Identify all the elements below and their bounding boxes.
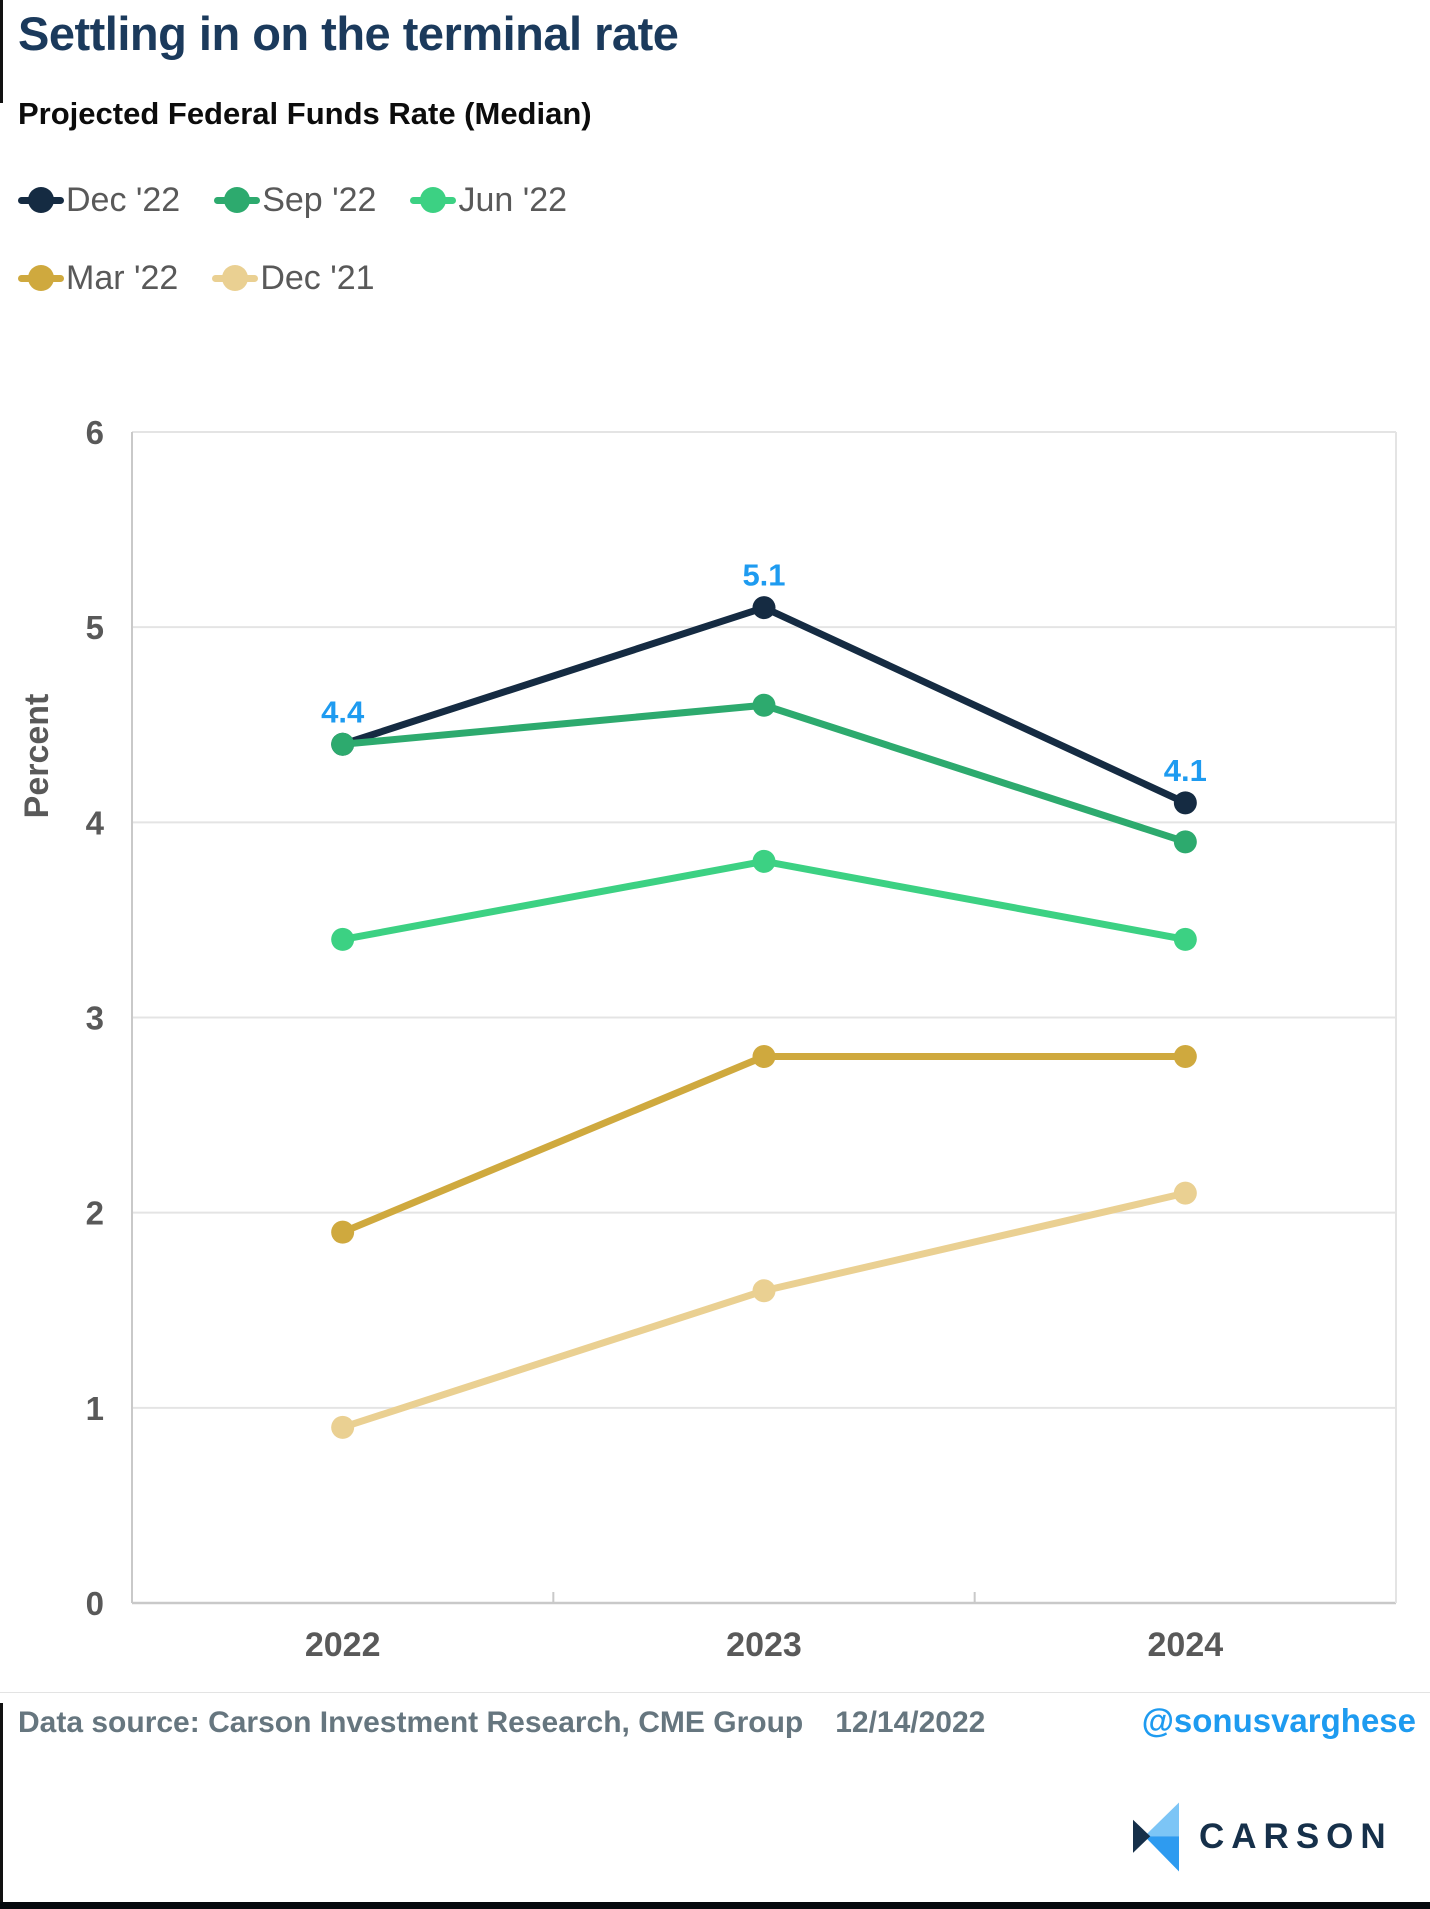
data-point <box>331 732 355 756</box>
legend-label: Dec '22 <box>66 180 181 219</box>
legend-marker-icon <box>212 264 259 292</box>
data-label: 4.4 <box>321 694 365 729</box>
logo-triangle-light <box>1144 1802 1179 1837</box>
y-tick-label: 4 <box>86 804 105 841</box>
page-title: Settling in on the terminal rate <box>18 7 679 60</box>
legend-label: Jun '22 <box>458 180 568 219</box>
y-tick-label: 5 <box>86 609 104 646</box>
legend-label: Dec '21 <box>260 258 375 297</box>
legend-item: Mar '22 <box>18 259 178 298</box>
legend-row: Dec '22 Sep '22 Jun '22 <box>18 178 567 222</box>
legend-dot <box>28 265 54 291</box>
series-line <box>339 857 1189 943</box>
data-point <box>752 1279 776 1303</box>
data-point <box>1173 1045 1197 1069</box>
legend-dot <box>420 187 447 213</box>
legend-marker-icon <box>18 186 64 214</box>
data-point <box>752 1045 776 1069</box>
data-label: 5.1 <box>742 558 785 593</box>
x-tick-label: 2022 <box>305 1626 381 1664</box>
data-point <box>331 1415 355 1439</box>
data-point <box>331 927 355 951</box>
bottom-bar <box>0 1902 1430 1909</box>
carson-logo: CARSON <box>1133 1801 1423 1873</box>
y-axis-title: Percent <box>18 694 56 819</box>
footer-divider <box>0 1692 1430 1693</box>
carson-logo-icon <box>1133 1802 1179 1872</box>
data-source-text: Data source: Carson Investment Research,… <box>18 1706 804 1739</box>
logo-triangle-navy <box>1133 1819 1151 1853</box>
data-source: Data source: Carson Investment Research,… <box>18 1706 985 1740</box>
legend-dot <box>222 265 249 291</box>
y-tick-label: 6 <box>86 414 104 451</box>
y-tick-label: 1 <box>86 1390 104 1427</box>
legend-label: Sep '22 <box>262 180 377 219</box>
data-point <box>752 596 776 620</box>
data-point <box>752 849 776 873</box>
series-line <box>339 1053 1189 1236</box>
y-tick-label: 3 <box>86 1000 104 1037</box>
data-label: 4.1 <box>1164 753 1207 788</box>
footer-accent-line <box>0 1703 3 1909</box>
y-tick-label: 2 <box>86 1195 104 1232</box>
legend-item: Dec '22 <box>18 181 180 220</box>
logo-triangle-blue <box>1144 1836 1179 1872</box>
data-point <box>752 693 776 717</box>
title-accent-line <box>0 0 3 103</box>
x-tick-label: 2024 <box>1148 1626 1224 1664</box>
source-date: 12/14/2022 <box>835 1706 986 1739</box>
legend-marker-icon <box>18 264 64 292</box>
carson-wordmark: CARSON <box>1199 1817 1393 1856</box>
x-tick-label: 2023 <box>726 1626 802 1664</box>
legend-label: Mar '22 <box>66 258 179 297</box>
data-point <box>1173 791 1197 815</box>
legend-item: Jun '22 <box>410 181 567 220</box>
legend-item: Dec '21 <box>212 258 375 298</box>
data-point <box>331 1220 355 1244</box>
data-point <box>1173 830 1197 854</box>
legend-item: Sep '22 <box>214 181 376 220</box>
legend-marker-icon <box>214 186 261 214</box>
legend-dot <box>224 187 251 213</box>
legend-row: Mar '22 Dec '21 <box>18 256 567 300</box>
data-point <box>1173 927 1197 951</box>
legend-dot <box>28 187 54 213</box>
legend-marker-icon <box>410 186 457 214</box>
series-line <box>339 1189 1189 1431</box>
y-tick-label: 0 <box>86 1585 104 1622</box>
chart-title: Projected Federal Funds Rate (Median) <box>18 96 592 131</box>
data-point <box>1173 1181 1197 1205</box>
chart-legend: Dec '22 Sep '22 Jun '22 Mar '22 Dec '21 <box>18 178 567 334</box>
twitter-handle-link[interactable]: @sonusvarghese <box>1141 1702 1416 1739</box>
